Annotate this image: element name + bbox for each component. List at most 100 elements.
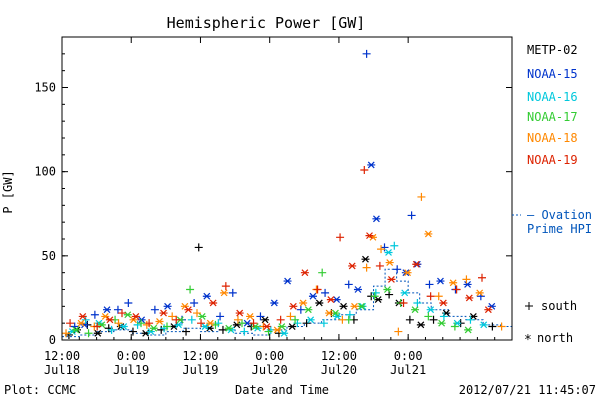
- noaa-15-south-point: [425, 280, 434, 289]
- asterisk-marker-icon: *: [524, 333, 532, 348]
- noaa-18-north-point: [350, 302, 359, 310]
- noaa-15-south-point: [228, 288, 237, 297]
- noaa-16-south-point: [413, 298, 422, 307]
- noaa-16-south-point: [107, 325, 116, 334]
- noaa-15-south-point: [393, 265, 402, 274]
- noaa-18-south-point: [377, 245, 386, 254]
- noaa-17-north-point: [304, 306, 313, 314]
- noaa-17-south-point: [163, 322, 171, 331]
- noaa-18-south-point: [338, 315, 347, 324]
- noaa-18-north-point: [77, 319, 86, 327]
- x-tick-label-date: Jul18: [44, 363, 80, 377]
- metp-02-south-point: [302, 319, 311, 328]
- metp-02-south-point: [405, 315, 414, 324]
- noaa-19-north-point: [387, 275, 396, 283]
- metp-02-south-point: [182, 327, 191, 336]
- noaa-19-south-point: [197, 319, 206, 328]
- noaa-19-south-point: [145, 319, 154, 328]
- y-tick-label: 0: [49, 333, 56, 347]
- noaa-19-north-point: [289, 302, 298, 310]
- metp-02-north-point: [416, 321, 425, 329]
- noaa-17-north-point: [411, 306, 420, 314]
- noaa-15-north-point: [436, 277, 445, 285]
- noaa-17-south-point: [238, 319, 246, 328]
- noaa-15-south-point: [380, 243, 389, 252]
- noaa-18-north-point: [220, 289, 229, 297]
- noaa-19-north-point: [235, 309, 244, 317]
- noaa-19-south-point: [426, 292, 435, 301]
- noaa-18-north-point: [403, 269, 412, 277]
- noaa-15-south-point: [124, 298, 133, 307]
- noaa-19-north-point: [326, 296, 335, 304]
- noaa-17-south-point: [291, 315, 300, 324]
- metp-02-north-point: [93, 329, 102, 337]
- x-tick-label-date: Jul19: [113, 363, 149, 377]
- noaa-17-north-point: [198, 313, 207, 320]
- metp-02-north-point: [261, 316, 270, 324]
- noaa-19-north-point: [484, 306, 493, 314]
- metp-02-north-point: [374, 296, 383, 304]
- noaa-19-south-point: [93, 322, 102, 331]
- noaa-18-south-point: [497, 322, 506, 331]
- noaa-16-north-point: [119, 323, 128, 330]
- noaa-17-south-point: [137, 319, 146, 328]
- noaa-18-south-point: [434, 292, 443, 301]
- noaa-16-north-point: [400, 289, 409, 297]
- noaa-16-south-point: [319, 319, 328, 328]
- metp-02-north-point: [339, 302, 348, 310]
- noaa-16-south-point: [187, 315, 196, 324]
- noaa-17-north-point: [149, 324, 158, 332]
- legend-item-noaa-18: NOAA-18: [527, 131, 578, 145]
- legend-item-metp-02: METP-02: [527, 43, 578, 57]
- noaa-18-north-point: [424, 230, 433, 238]
- chart-title: Hemispheric Power [GW]: [167, 14, 366, 32]
- noaa-18-south-point: [417, 192, 426, 201]
- x-tick-label-date: Jul20: [252, 363, 288, 377]
- noaa-19-south-point: [336, 233, 345, 242]
- metp-02-south-point: [194, 243, 203, 252]
- x-tick-label-date: Jul20: [321, 363, 357, 377]
- noaa-15-south-point: [362, 49, 371, 58]
- noaa-18-north-point: [385, 259, 394, 266]
- noaa-16-north-point: [384, 249, 393, 256]
- noaa-18-south-point: [114, 319, 123, 328]
- plot-frame: [61, 36, 513, 341]
- noaa-18-north-point: [475, 289, 484, 297]
- legend-item-ovation-line2: Prime HPI: [527, 222, 592, 236]
- noaa-18-south-point: [62, 329, 71, 338]
- noaa-16-north-point: [146, 328, 155, 336]
- noaa-17-north-point: [277, 323, 286, 330]
- noaa-18-north-point: [206, 319, 215, 327]
- noaa-19-south-point: [276, 315, 285, 324]
- noaa-19-south-point: [249, 319, 258, 328]
- noaa-17-south-point: [186, 285, 195, 294]
- noaa-19-north-point: [78, 313, 87, 320]
- y-axis: 0 50 100 150: [34, 36, 512, 347]
- noaa-15-south-point: [296, 305, 305, 314]
- data-points: [62, 49, 506, 339]
- noaa-19-south-point: [399, 298, 408, 307]
- noaa-17-north-point: [71, 326, 80, 334]
- noaa-19-south-point: [172, 315, 181, 324]
- footer-plot-credit: Plot: CCMC: [4, 383, 76, 397]
- noaa-15-south-point: [344, 280, 353, 289]
- noaa-19-north-point: [209, 299, 218, 307]
- noaa-15-north-point: [463, 281, 472, 288]
- x-tick-label-time: 0:00: [117, 349, 146, 363]
- x-tick-label-time: 0:00: [394, 349, 423, 363]
- noaa-17-south-point: [370, 292, 379, 301]
- y-tick-label: 100: [34, 165, 56, 179]
- noaa-15-north-point: [372, 215, 381, 223]
- noaa-19-north-point: [365, 232, 374, 240]
- noaa-19-south-point: [452, 285, 461, 294]
- noaa-18-south-point: [462, 275, 471, 284]
- noaa-19-south-point: [66, 319, 75, 328]
- noaa-18-north-point: [449, 279, 458, 287]
- x-tick-label-time: 12:00: [321, 349, 357, 363]
- noaa-18-north-point: [129, 316, 138, 324]
- noaa-19-north-point: [439, 299, 448, 307]
- legend-item-noaa-17: NOAA-17: [527, 110, 578, 124]
- noaa-15-north-point: [103, 306, 111, 314]
- metp-02-north-point: [288, 323, 297, 330]
- x-axis-label: Date and Time: [235, 383, 329, 397]
